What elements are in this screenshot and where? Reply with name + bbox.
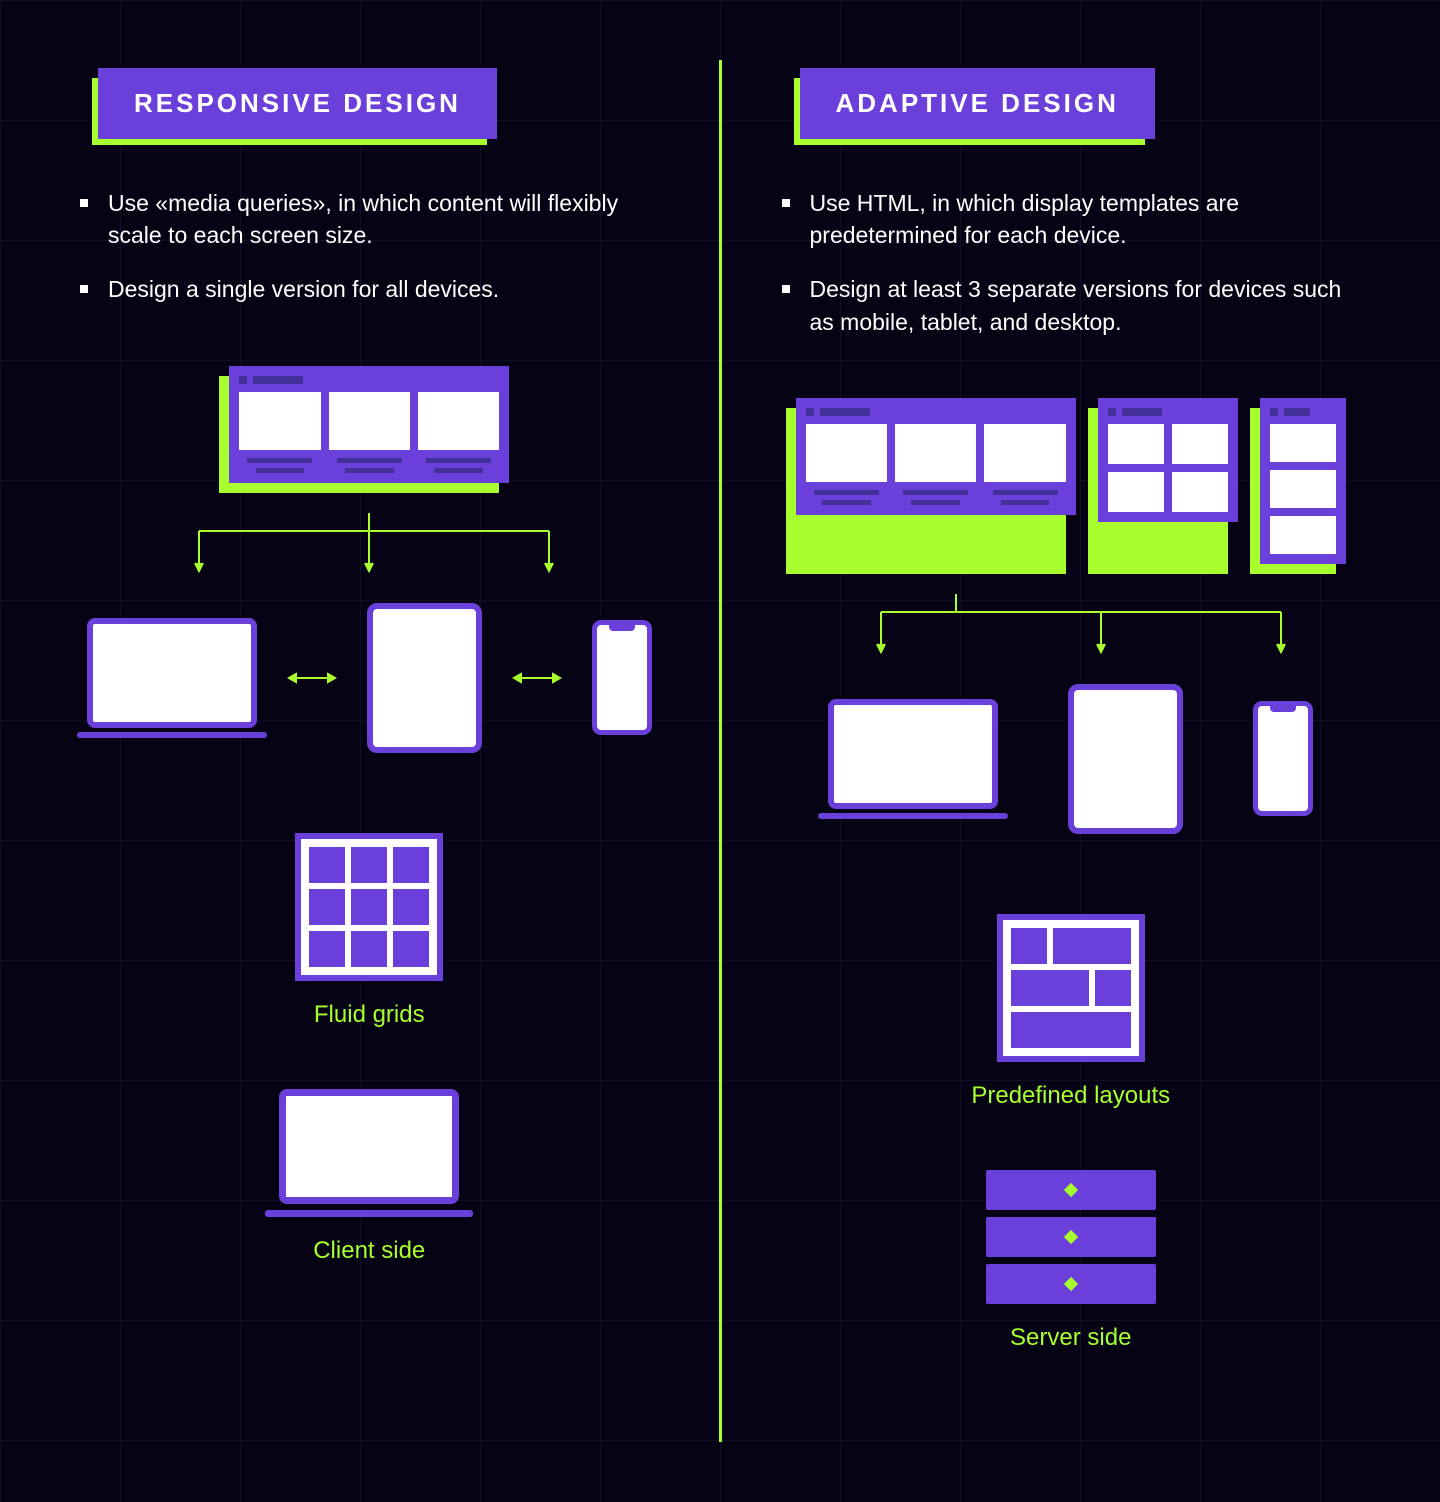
adaptive-devices-row [762,684,1381,834]
bullet-item: Use «media queries», in which content wi… [80,187,659,251]
laptop-icon [828,699,998,819]
fluid-grid-icon [295,833,443,981]
feature-label: Server side [762,1324,1381,1352]
responsive-bullets: Use «media queries», in which content wi… [80,187,659,306]
desktop-layout-icon [229,366,509,483]
bidirectional-arrow-icon [287,668,337,688]
predefined-layouts-feature: Predefined layouts [762,914,1381,1110]
feature-label: Client side [60,1237,679,1265]
phone-icon [592,620,652,735]
responsive-devices-row [60,603,679,753]
responsive-heading-block: RESPONSIVE DESIGN [100,70,495,137]
flow-arrows-icon [109,513,629,583]
fluid-grids-feature: Fluid grids [60,833,679,1029]
responsive-title: RESPONSIVE DESIGN [100,70,495,137]
laptop-icon [87,618,257,738]
adaptive-title: ADAPTIVE DESIGN [802,70,1153,137]
bidirectional-arrow-icon [512,668,562,688]
bullet-item: Use HTML, in which display templates are… [782,187,1361,251]
adaptive-bullets: Use HTML, in which display templates are… [782,187,1361,338]
bullet-item: Design a single version for all devices. [80,273,659,305]
adaptive-column: ADAPTIVE DESIGN Use HTML, in which displ… [722,30,1421,1472]
responsive-column: RESPONSIVE DESIGN Use «media queries», i… [20,30,719,1472]
server-side-feature: Server side [762,1170,1381,1352]
bullet-item: Design at least 3 separate versions for … [782,273,1361,337]
tablet-icon [1068,684,1183,834]
desktop-layout-icon [796,398,1076,564]
client-laptop-icon [279,1089,459,1217]
predefined-layout-icon [997,914,1145,1062]
mobile-layout-icon [1260,398,1346,564]
feature-label: Fluid grids [60,1001,679,1029]
tablet-icon [367,603,482,753]
phone-icon [1253,701,1313,816]
infographic-container: RESPONSIVE DESIGN Use «media queries», i… [0,0,1440,1502]
client-side-feature: Client side [60,1089,679,1265]
server-icon [986,1170,1156,1304]
adaptive-heading-block: ADAPTIVE DESIGN [802,70,1153,137]
flow-arrows-icon [791,594,1351,664]
responsive-layout-mockups [60,366,679,483]
adaptive-layout-mockups [762,398,1381,564]
feature-label: Predefined layouts [762,1082,1381,1110]
tablet-layout-icon [1098,398,1238,564]
